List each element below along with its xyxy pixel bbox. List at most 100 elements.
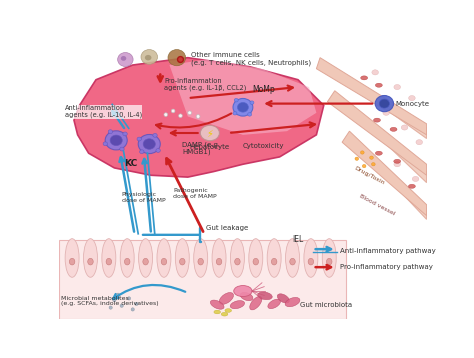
Ellipse shape bbox=[285, 297, 300, 307]
Ellipse shape bbox=[141, 49, 157, 64]
Ellipse shape bbox=[221, 313, 228, 316]
Ellipse shape bbox=[234, 286, 252, 296]
Text: MoMp: MoMp bbox=[252, 86, 275, 95]
Ellipse shape bbox=[234, 98, 238, 102]
Polygon shape bbox=[328, 91, 427, 175]
Ellipse shape bbox=[258, 292, 272, 300]
Ellipse shape bbox=[179, 114, 182, 117]
Ellipse shape bbox=[394, 84, 401, 90]
Ellipse shape bbox=[394, 159, 401, 163]
Ellipse shape bbox=[214, 310, 220, 314]
Ellipse shape bbox=[106, 258, 111, 265]
Ellipse shape bbox=[168, 49, 186, 66]
Ellipse shape bbox=[272, 258, 277, 265]
Ellipse shape bbox=[117, 293, 119, 296]
Ellipse shape bbox=[267, 239, 281, 277]
Ellipse shape bbox=[120, 304, 123, 308]
Ellipse shape bbox=[250, 101, 254, 105]
Ellipse shape bbox=[121, 56, 126, 61]
Ellipse shape bbox=[249, 239, 263, 277]
Ellipse shape bbox=[308, 258, 314, 265]
Polygon shape bbox=[170, 59, 317, 135]
Ellipse shape bbox=[138, 239, 153, 277]
Ellipse shape bbox=[225, 309, 231, 313]
Ellipse shape bbox=[120, 147, 124, 151]
Ellipse shape bbox=[212, 239, 226, 277]
Text: Drug/Toxin: Drug/Toxin bbox=[354, 165, 386, 185]
Ellipse shape bbox=[268, 299, 281, 309]
Ellipse shape bbox=[156, 149, 160, 153]
Ellipse shape bbox=[145, 55, 152, 61]
Ellipse shape bbox=[233, 98, 253, 116]
Ellipse shape bbox=[327, 258, 332, 265]
Ellipse shape bbox=[375, 151, 383, 155]
Text: Cytotoxicity: Cytotoxicity bbox=[243, 143, 284, 149]
Ellipse shape bbox=[164, 113, 168, 116]
Text: Gut leakage: Gut leakage bbox=[206, 225, 248, 231]
Ellipse shape bbox=[175, 239, 189, 277]
Ellipse shape bbox=[285, 239, 300, 277]
Ellipse shape bbox=[412, 176, 419, 182]
Ellipse shape bbox=[235, 258, 240, 265]
Ellipse shape bbox=[125, 258, 130, 265]
Ellipse shape bbox=[277, 294, 289, 303]
Text: KC: KC bbox=[124, 159, 137, 168]
Text: Other immune cells
(e.g. T cells, NK cells, Neutrophils): Other immune cells (e.g. T cells, NK cel… bbox=[191, 52, 311, 66]
Ellipse shape bbox=[362, 164, 366, 168]
Text: Pro-inflammatory pathway: Pro-inflammatory pathway bbox=[340, 264, 433, 270]
Ellipse shape bbox=[247, 113, 252, 116]
Ellipse shape bbox=[372, 70, 378, 75]
Ellipse shape bbox=[370, 156, 374, 159]
Ellipse shape bbox=[361, 76, 368, 80]
Text: Pro-inflammation
agents (e.g. IL-1β, CCL2): Pro-inflammation agents (e.g. IL-1β, CCL… bbox=[164, 78, 246, 91]
Text: Pathogenic
dose of MAMP: Pathogenic dose of MAMP bbox=[173, 188, 217, 199]
Ellipse shape bbox=[201, 125, 219, 141]
Ellipse shape bbox=[110, 135, 122, 146]
Ellipse shape bbox=[219, 292, 234, 304]
Ellipse shape bbox=[171, 109, 175, 113]
Ellipse shape bbox=[108, 130, 113, 134]
Ellipse shape bbox=[65, 239, 79, 277]
Polygon shape bbox=[338, 98, 427, 183]
Ellipse shape bbox=[140, 150, 144, 154]
Ellipse shape bbox=[372, 163, 375, 166]
Ellipse shape bbox=[83, 239, 98, 277]
Ellipse shape bbox=[355, 157, 359, 160]
Ellipse shape bbox=[194, 239, 208, 277]
Ellipse shape bbox=[198, 258, 203, 265]
Text: DAMP (e.g.
HMGB1): DAMP (e.g. HMGB1) bbox=[182, 141, 220, 155]
Text: Microbial metabolites
(e.g. SCFAs, indole derivatives): Microbial metabolites (e.g. SCFAs, indol… bbox=[61, 296, 159, 306]
Text: Physiologic
dose of MAMP: Physiologic dose of MAMP bbox=[122, 192, 165, 203]
Text: ⚡: ⚡ bbox=[206, 129, 213, 139]
Ellipse shape bbox=[102, 239, 116, 277]
Polygon shape bbox=[317, 58, 427, 135]
Text: Blood vessel: Blood vessel bbox=[358, 193, 396, 216]
Ellipse shape bbox=[210, 300, 224, 309]
Ellipse shape bbox=[135, 302, 138, 306]
Text: Anti-inflammation
agents (e.g. IL-10, IL-4): Anti-inflammation agents (e.g. IL-10, IL… bbox=[65, 105, 142, 118]
Ellipse shape bbox=[375, 83, 383, 87]
Polygon shape bbox=[353, 142, 427, 219]
Ellipse shape bbox=[137, 137, 141, 141]
Ellipse shape bbox=[416, 140, 422, 145]
Text: IEL: IEL bbox=[292, 235, 304, 244]
Text: Anti-inflammatory pathway: Anti-inflammatory pathway bbox=[340, 248, 436, 253]
Ellipse shape bbox=[113, 299, 116, 302]
Ellipse shape bbox=[105, 131, 127, 150]
Text: Hepatocyte: Hepatocyte bbox=[190, 144, 230, 150]
Ellipse shape bbox=[322, 239, 336, 277]
Ellipse shape bbox=[196, 115, 200, 118]
Ellipse shape bbox=[157, 239, 171, 277]
Ellipse shape bbox=[394, 162, 401, 167]
Ellipse shape bbox=[103, 142, 108, 146]
Ellipse shape bbox=[375, 96, 393, 112]
Ellipse shape bbox=[390, 127, 397, 131]
Ellipse shape bbox=[253, 258, 258, 265]
Ellipse shape bbox=[120, 239, 134, 277]
Ellipse shape bbox=[230, 239, 245, 277]
Ellipse shape bbox=[153, 134, 157, 137]
Ellipse shape bbox=[188, 111, 191, 115]
Polygon shape bbox=[74, 58, 324, 177]
Ellipse shape bbox=[379, 99, 390, 108]
Ellipse shape bbox=[383, 110, 390, 115]
